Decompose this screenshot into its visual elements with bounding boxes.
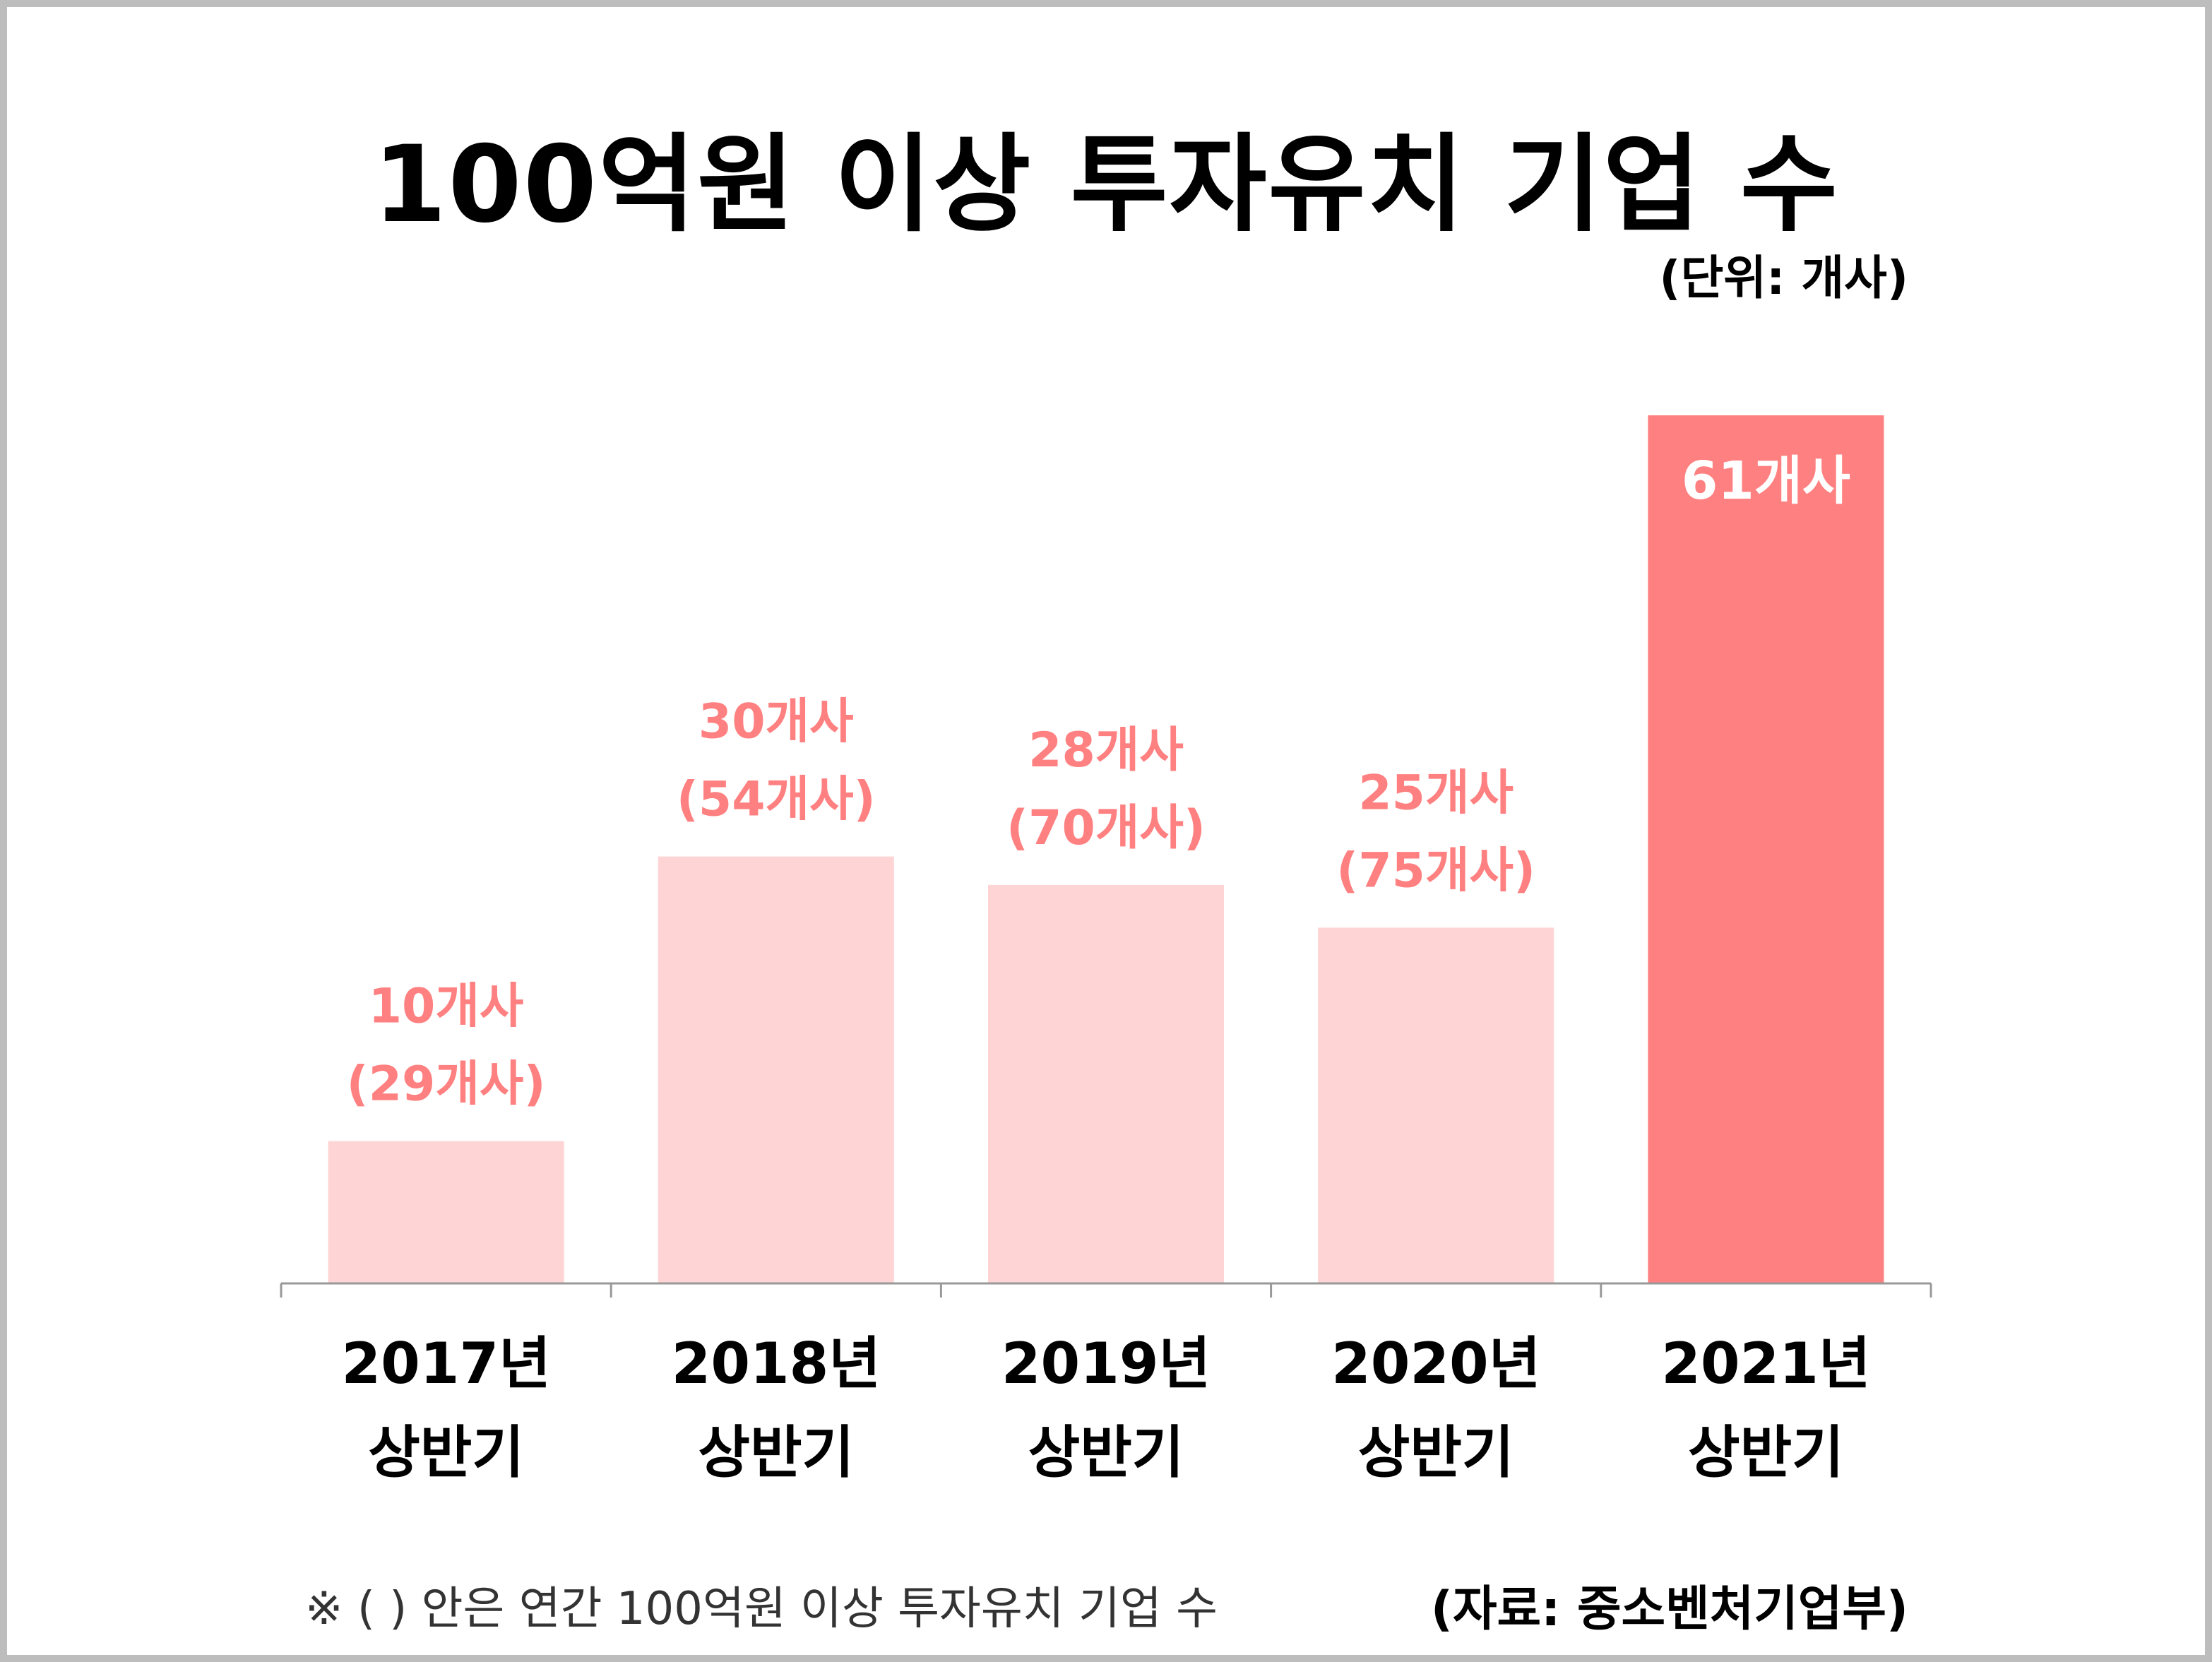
annual-label-2: (70개사) xyxy=(1006,800,1206,856)
data-label-1: 30개사 xyxy=(698,694,854,750)
bar-4 xyxy=(1648,415,1884,1283)
x-tick-label-year-2: 2019년 xyxy=(1001,1331,1211,1396)
data-label-0: 10개사 xyxy=(369,979,524,1035)
source-note: (자료: 중소벤처기업부) xyxy=(1430,1581,1908,1637)
x-tick-label-period-1: 상반기 xyxy=(698,1420,854,1485)
x-tick-label-year-0: 2017년 xyxy=(341,1331,550,1396)
bar-2 xyxy=(988,884,1224,1283)
data-label-2: 28개사 xyxy=(1028,723,1184,778)
x-tick-label-period-3: 상반기 xyxy=(1358,1420,1514,1485)
x-tick-label-period-2: 상반기 xyxy=(1028,1420,1184,1485)
x-tick-label-year-4: 2021년 xyxy=(1661,1331,1870,1396)
data-label-3: 25개사 xyxy=(1358,765,1514,821)
annual-label-0: (29개사) xyxy=(347,1057,546,1112)
bar-1 xyxy=(658,856,894,1283)
bar-3 xyxy=(1318,927,1554,1283)
annual-label-3: (75개사) xyxy=(1336,843,1535,898)
annual-label-1: (54개사) xyxy=(677,772,876,828)
bar-0 xyxy=(328,1141,564,1283)
x-tick-label-period-0: 상반기 xyxy=(368,1420,524,1485)
x-tick-label-year-3: 2020년 xyxy=(1331,1331,1540,1396)
chart-title: 100억원 이상 투자유치 기업 수 xyxy=(373,124,1839,247)
x-tick-label-period-4: 상반기 xyxy=(1688,1420,1844,1485)
unit-label: (단위: 개사) xyxy=(1659,251,1908,305)
data-label-4: 61개사 xyxy=(1682,451,1850,511)
footnote: ※ ( ) 안은 연간 100억원 이상 투자유치 기업 수 xyxy=(305,1583,1218,1635)
x-tick-label-year-1: 2018년 xyxy=(672,1331,881,1396)
